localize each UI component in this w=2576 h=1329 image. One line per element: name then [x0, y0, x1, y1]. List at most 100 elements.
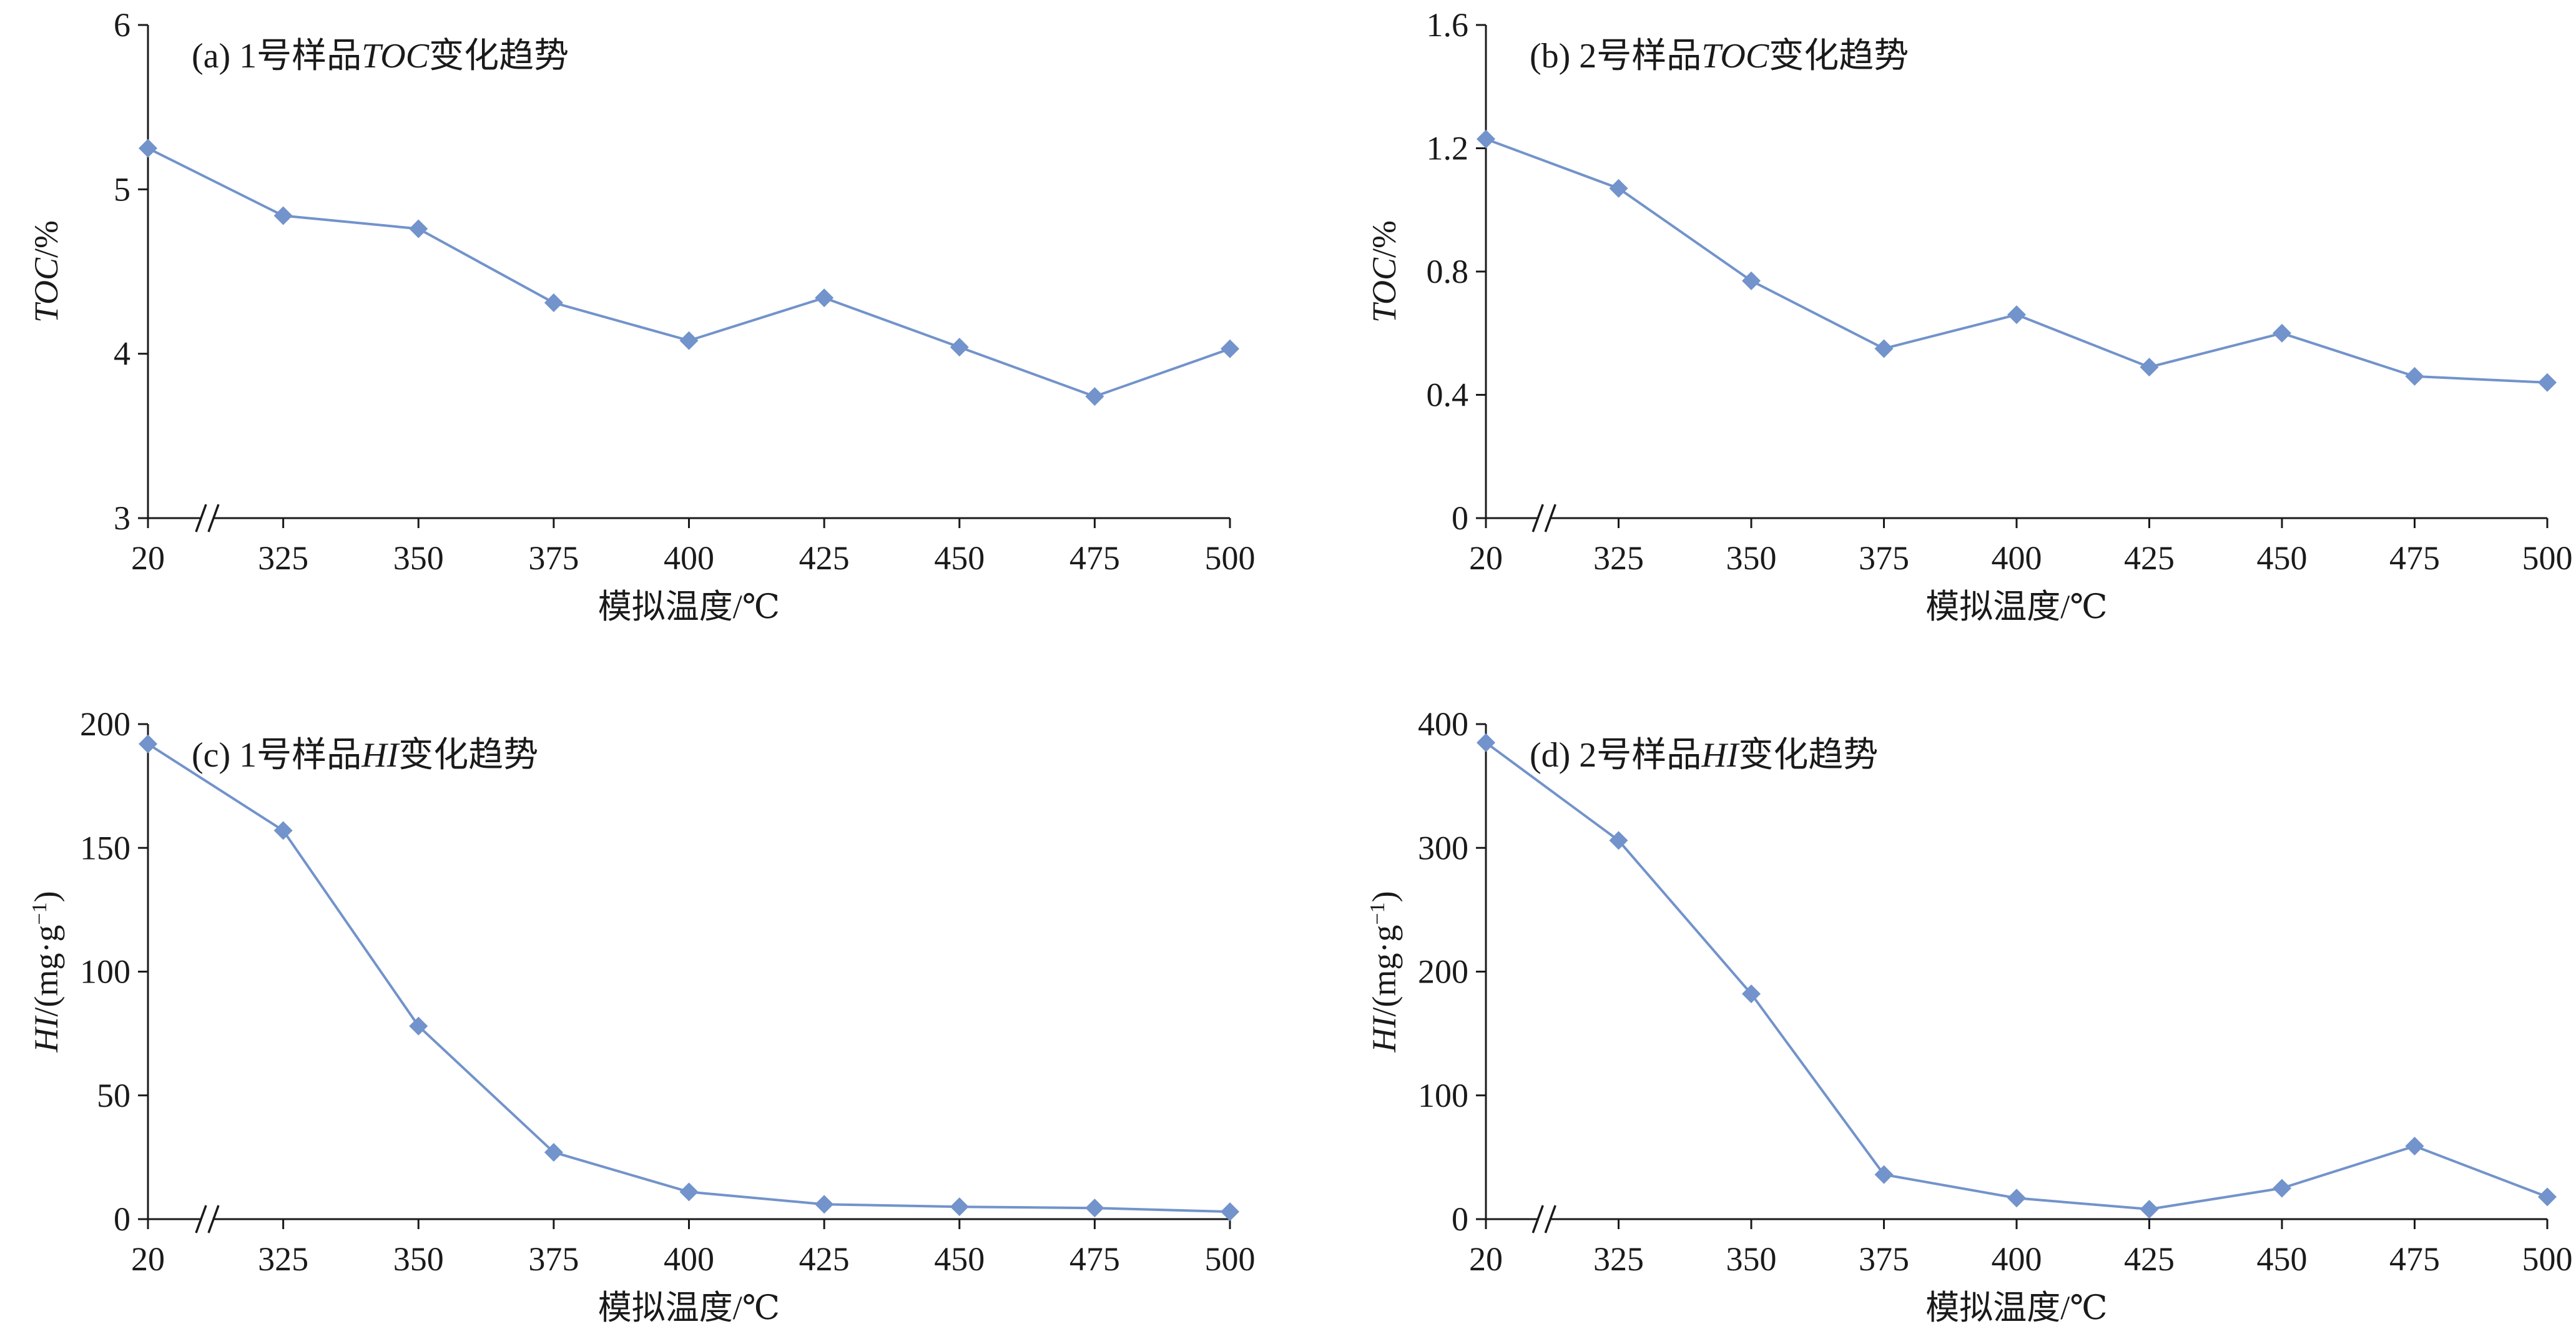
series-line: [1485, 742, 2548, 1211]
x-tick-label: 375: [528, 539, 579, 577]
panel-title: (d) 2号样品HI变化趋势: [1530, 736, 1878, 775]
title_parts-part: (d) 2号样品: [1530, 736, 1701, 775]
data-point: [139, 734, 157, 753]
x-tick-label: 20: [131, 1240, 165, 1278]
data-point: [1742, 271, 1761, 290]
title_parts-part: TOC: [1701, 37, 1769, 76]
y-tick-label: 1.6: [1427, 6, 1469, 44]
ylabel_parts-part: TOC: [1365, 257, 1403, 323]
y-tick-label: 300: [1418, 829, 1468, 866]
x-tick-label: 375: [1859, 539, 1909, 577]
data-point: [2538, 1187, 2557, 1207]
ylabel_parts-part: HI: [1365, 1015, 1403, 1053]
x-tick-label: 500: [2522, 1240, 2573, 1278]
title_parts-part: (a) 1号样品: [192, 37, 361, 76]
x-tick-label: 20: [1469, 539, 1503, 577]
data-point: [2538, 373, 2557, 392]
panel-c: 0 50 100 150 200 20 325 350 375 400 425 450 475 500 (c…: [27, 705, 1256, 1327]
title_parts-part: TOC: [361, 37, 430, 76]
y-tick-label: 1.2: [1427, 130, 1469, 167]
x-tick-label: 450: [2257, 1240, 2308, 1278]
panel-d: 0 100 200 300 400 20 325 350 375 400 425 450 475 500 (…: [1365, 705, 2573, 1327]
title_parts-part: 变化趋势: [398, 736, 538, 775]
data-point: [1085, 387, 1104, 406]
y-axis-title: HI/(mg·g−1): [27, 891, 65, 1052]
x-tick-label: 375: [1859, 1240, 1909, 1278]
ylabel_parts-part: ): [27, 891, 65, 902]
data-point: [950, 1197, 969, 1217]
title_parts-part: 变化趋势: [1769, 37, 1909, 76]
ylabel_parts-part: HI: [27, 1015, 65, 1053]
x-tick-label: 350: [393, 1240, 444, 1278]
panel-title: (c) 1号样品HI变化趋势: [192, 736, 538, 775]
x-tick-label: 475: [1069, 1240, 1120, 1278]
x-tick-label: 400: [1992, 539, 2042, 577]
data-point: [1085, 1199, 1104, 1218]
data-point: [815, 1195, 834, 1214]
y-tick-label: 0: [1452, 1200, 1468, 1238]
title_parts-part: HI: [1701, 736, 1739, 775]
data-point: [2273, 323, 2291, 343]
x-tick-label: 450: [2257, 539, 2308, 577]
x-axis-title: 模拟温度/℃: [598, 588, 780, 625]
ylabel_parts-part: /%: [1365, 220, 1403, 258]
axis-break-mark: [195, 504, 220, 532]
y-tick-label: 6: [114, 6, 130, 44]
x-tick-label: 350: [393, 539, 444, 577]
y-tick-label: 3: [114, 499, 130, 537]
x-tick-label: 400: [664, 1240, 714, 1278]
ylabel_parts-part: −1: [28, 902, 51, 924]
x-axis-title: 模拟温度/℃: [1925, 588, 2107, 625]
x-tick-label: 500: [2522, 539, 2573, 577]
ylabel_parts-part: −1: [1366, 902, 1389, 924]
y-tick-label: 200: [1418, 953, 1468, 991]
x-tick-label: 425: [799, 1240, 850, 1278]
x-tick-label: 400: [1992, 1240, 2042, 1278]
x-tick-label: 450: [934, 539, 985, 577]
ylabel_parts-part: /(mg·g: [1365, 925, 1403, 1017]
data-point: [950, 338, 969, 357]
title_parts-part: (b) 2号样品: [1530, 37, 1701, 76]
x-tick-label: 500: [1205, 1240, 1256, 1278]
x-tick-label: 425: [2124, 539, 2175, 577]
data-point: [1477, 129, 1495, 149]
data-point: [2140, 1200, 2159, 1219]
x-tick-label: 325: [258, 1240, 308, 1278]
ylabel_parts-part: TOC: [27, 257, 65, 323]
data-point: [2007, 1189, 2026, 1208]
data-point: [2405, 366, 2424, 386]
series-line: [147, 743, 1231, 1214]
data-point: [679, 331, 699, 350]
x-tick-label: 450: [934, 1240, 985, 1278]
data-point: [1742, 984, 1761, 1004]
x-tick-label: 325: [1593, 539, 1644, 577]
panel-title: (a) 1号样品TOC变化趋势: [192, 37, 569, 76]
data-point: [1609, 179, 1628, 198]
data-point: [139, 139, 157, 158]
data-point: [2273, 1179, 2291, 1198]
y-tick-label: 100: [80, 953, 130, 991]
data-point: [1609, 831, 1628, 850]
x-tick-label: 375: [528, 1240, 579, 1278]
panel-title: (b) 2号样品TOC变化趋势: [1530, 37, 1909, 76]
ylabel_parts-part: /%: [27, 220, 65, 258]
y-tick-label: 100: [1418, 1077, 1468, 1114]
ylabel_parts-part: /(mg·g: [27, 925, 65, 1017]
data-point: [1477, 733, 1495, 752]
data-point: [2140, 358, 2159, 377]
data-point: [815, 288, 834, 308]
ylabel_parts-part: ): [1365, 891, 1403, 902]
data-point: [1874, 339, 1894, 358]
y-axis-title: HI/(mg·g−1): [1365, 891, 1403, 1052]
panel-b: 0 0.4 0.8 1.2 1.6 20 325 350 375 400 425 450 475 500 (…: [1365, 6, 2573, 625]
x-axis-title: 模拟温度/℃: [1925, 1289, 2107, 1327]
y-axis-title: TOC/%: [27, 220, 65, 323]
data-point: [273, 821, 293, 840]
x-tick-label: 400: [664, 539, 714, 577]
x-tick-label: 425: [799, 539, 850, 577]
y-tick-label: 0.4: [1427, 376, 1469, 414]
title_parts-part: HI: [361, 736, 400, 775]
data-point: [1221, 1202, 1239, 1222]
y-tick-label: 0.8: [1427, 253, 1469, 290]
